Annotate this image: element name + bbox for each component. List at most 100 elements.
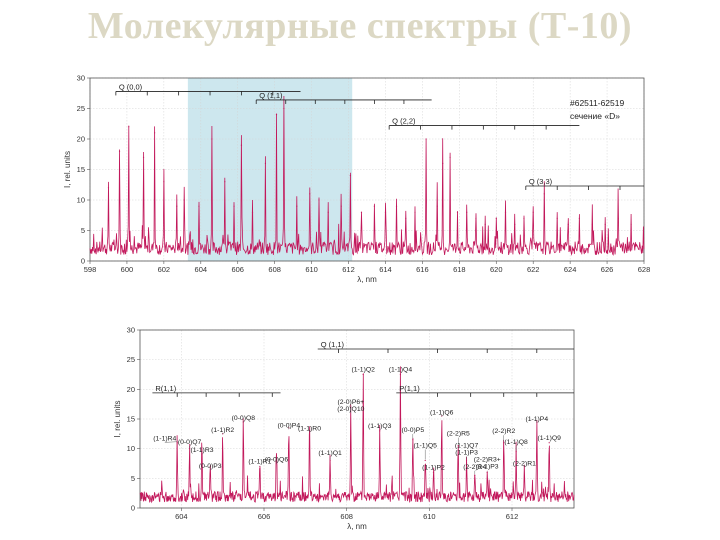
peak-label: (1-1)Q6 <box>430 409 454 416</box>
peak-point <box>543 193 545 195</box>
y-tick-label: 25 <box>127 355 135 364</box>
peak-label-line: (1-1)Q2 <box>351 367 375 374</box>
peak-point <box>189 448 191 450</box>
x-tick-label: 614 <box>379 265 392 274</box>
peak-point <box>224 181 226 183</box>
peak-label: (1-1)Q5 <box>413 442 437 449</box>
y-tick-label: 0 <box>131 504 135 513</box>
peak-point <box>107 187 110 189</box>
x-tick-label: 622 <box>527 265 540 274</box>
peak-point <box>466 211 468 213</box>
peak-point <box>275 114 278 116</box>
peak-point <box>578 217 580 219</box>
peak-point <box>465 459 468 462</box>
peak-label-line: (1-1)P3 <box>476 464 499 471</box>
peak-point <box>486 471 488 473</box>
y-tick-label: 15 <box>77 165 85 174</box>
y-tick-label: 25 <box>77 104 85 113</box>
peak-label: (1-1)R4 <box>153 435 176 442</box>
peak-point <box>456 211 459 213</box>
peak-label-line: (2-2)R3+ <box>474 457 501 464</box>
peak-point <box>118 150 121 152</box>
peak-label: (2-2)R1 <box>513 460 536 467</box>
x-tick-label: 620 <box>490 265 503 274</box>
peak-point <box>449 156 451 158</box>
peak-label: (1-1)R0 <box>298 425 321 432</box>
peak-point <box>548 442 550 444</box>
x-tick-label: 628 <box>638 265 651 274</box>
peak-point <box>504 211 507 213</box>
x-tick-label: 612 <box>342 265 355 274</box>
peak-point <box>154 132 156 134</box>
peak-point <box>503 442 505 444</box>
peak-point <box>340 205 342 207</box>
peak-point <box>176 442 178 444</box>
peak-point <box>318 199 320 201</box>
branch-label: Q (1,1) <box>321 340 345 349</box>
peak-label: (1-1)R2 <box>211 427 234 434</box>
peak-label-line: (1-1)P2 <box>422 464 445 471</box>
peak-label: (1-1)Q8 <box>504 439 528 446</box>
peak-point <box>128 126 130 128</box>
peak-label-line: (2-0)P6+ <box>337 399 364 406</box>
x-tick-label: 624 <box>564 265 577 274</box>
peak-point <box>176 205 178 207</box>
peak-point <box>211 138 213 140</box>
peak-label: (2-2)R4 <box>463 464 486 471</box>
peak-point <box>591 223 593 225</box>
branch-label: R(1,1) <box>155 384 176 393</box>
peak-label-line: (2-2)R2 <box>492 428 515 435</box>
peak-label: (1-1)Q2 <box>351 367 375 374</box>
peak-label: (0-0)P5 <box>401 427 424 434</box>
peak-label-line: (1-1)Q1 <box>318 450 342 457</box>
x-tick-label: 626 <box>601 265 614 274</box>
peak-label: (2-2)R5 <box>447 431 470 438</box>
peak-label: (1-1)P4 <box>525 416 548 423</box>
peak-point <box>264 162 267 164</box>
branch-label: Q (1,1) <box>259 91 283 100</box>
peak-label-line: (1-1)Q7 <box>455 442 479 449</box>
chart-bottom: 604 606 608 610 612 0 5 10 15 20 25 30 λ, nm I, rel. … <box>113 326 575 531</box>
peak-point <box>523 217 525 219</box>
peak-point <box>475 217 477 219</box>
x-tick-label: 600 <box>121 265 134 274</box>
x-tick-label: 602 <box>158 265 171 274</box>
peak-label-line: (1-1)P4 <box>525 416 548 423</box>
peak-point <box>183 199 185 201</box>
peak-label: (2-2)R3+ (1-1)P3 <box>474 457 501 471</box>
peak-point <box>484 223 486 225</box>
peak-point <box>425 138 427 140</box>
x-tick-label: 606 <box>231 265 244 274</box>
peak-point <box>556 217 558 219</box>
peak-label-line: (2-2)R1 <box>513 460 536 467</box>
peak-point <box>379 430 381 432</box>
peak-label-line: (0-0)Q7 <box>178 439 202 446</box>
branch-label: Q (0,0) <box>119 82 143 91</box>
x-tick-label: 608 <box>340 512 353 521</box>
x-tick-label: 604 <box>175 512 188 521</box>
peak-point <box>457 445 459 447</box>
peak-point <box>630 223 632 225</box>
peak-point <box>412 439 414 441</box>
y-tick-label: 0 <box>81 257 85 266</box>
peak-point <box>405 217 407 219</box>
peak-point <box>349 175 351 177</box>
peak-point <box>201 454 203 456</box>
peak-label-line: (1-1)R4 <box>153 435 176 442</box>
peak-label-line: (2-2)R4 <box>463 464 486 471</box>
peak-point <box>362 373 364 376</box>
peak-point <box>309 193 311 195</box>
y-tick-label: 20 <box>127 385 135 394</box>
peak-label: (1-1)Q4 <box>389 367 413 374</box>
y-tick-label: 10 <box>77 196 85 205</box>
x-tick-label: 610 <box>423 512 436 521</box>
peak-point <box>142 156 145 158</box>
peak-label-line: (0-0)Q8 <box>232 415 256 422</box>
peak-point <box>373 205 375 207</box>
peak-label-line: (1-1)P3 <box>455 449 478 456</box>
peak-label: (1-1)Q1 <box>318 450 342 457</box>
peak-point <box>360 211 363 213</box>
peak-label-line: (1-1)Q3 <box>368 423 392 430</box>
y-tick-label: 30 <box>77 74 85 83</box>
